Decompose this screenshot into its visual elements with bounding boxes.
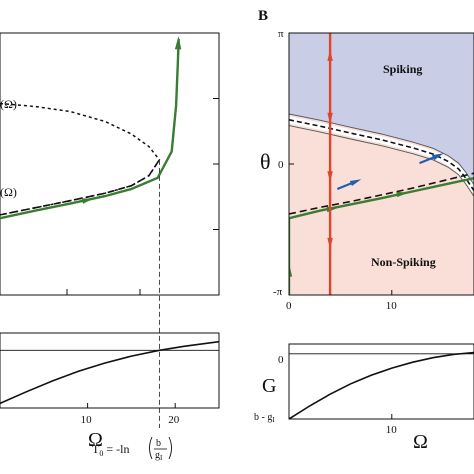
- green-arrow-vertical: [289, 263, 293, 277]
- panel-a-green-arrow-mid: [81, 198, 94, 204]
- panel-a-bottom-xticks: 10 20: [81, 403, 180, 426]
- panel-b-label: B: [258, 8, 268, 24]
- panel-b-bottom-plot: 10 0 b - gI G Ω: [254, 343, 474, 453]
- panel-b-ytick-zero-g: 0: [278, 354, 284, 366]
- panel-b-top-xticks: 0 10: [286, 290, 397, 312]
- spiking-region-label: Spiking: [383, 62, 422, 76]
- t0-equals: = -ln: [103, 442, 129, 456]
- red-arrow-0: [327, 49, 333, 61]
- panel-b-bottom-xtick-label-10: 10: [386, 424, 398, 436]
- panel-b-top-plot: π 0 -π θ 0 10 Spiking Non-Spiking: [260, 28, 474, 312]
- panel-a-top-ticks: [66, 98, 219, 295]
- panel-b-xtick-label-0: 0: [286, 300, 292, 312]
- panel-b-top-yticks: [289, 32, 294, 296]
- panel-b-ytick-minus-pi: -π: [273, 286, 283, 298]
- lower-branch-label: (Ω): [0, 185, 17, 199]
- panel-b-y-label: θ: [260, 149, 271, 174]
- separatrix-lower-edge: [289, 125, 474, 197]
- t0-paren-left: [149, 436, 153, 460]
- panel-b-ytick-pi: π: [278, 28, 284, 40]
- separatrix-upper-edge: [289, 113, 474, 186]
- panel-a-xtick-label-10: 10: [81, 414, 93, 426]
- blue-arrow-head-1: [432, 153, 444, 161]
- svg-text:b - gI: b - gI: [254, 412, 275, 424]
- panel-a-green-arrow-top: [174, 36, 182, 50]
- t0-prefix: T: [92, 442, 100, 456]
- panel-a-xtick-label-20: 20: [168, 414, 180, 426]
- red-arrow-3: [327, 237, 333, 250]
- spiking-region: [289, 33, 474, 185]
- t0-subscript: 0: [99, 449, 103, 458]
- upper-branch-label: (Ω): [0, 97, 17, 111]
- t0-denominator-sub: I: [160, 454, 163, 462]
- panel-a-top-frame: [0, 32, 220, 296]
- panel-b-xtick-label-10: 10: [386, 300, 398, 312]
- panel-b-bottom-curve: [289, 351, 474, 419]
- panel-b-ytick-low-sub: I: [272, 416, 275, 424]
- stable-branch-dashed: [289, 172, 474, 215]
- panel-a-bottom-frame: [0, 332, 220, 409]
- red-arrow-1: [327, 112, 333, 125]
- panel-a-bottom-curve: [0, 340, 219, 405]
- panel-a-series-dashed: [0, 159, 161, 216]
- panel-a-bottom-plot: 10 20 Ω T0 = -ln b gI: [0, 332, 220, 462]
- t0-numerator: b: [156, 438, 161, 449]
- panel-b-ytick-low: b - g: [254, 412, 272, 423]
- t0-denominator: g: [155, 450, 160, 461]
- panel-b-ytick-zero: 0: [278, 159, 284, 171]
- panel-a-top-plot: (Ω) (Ω): [0, 32, 220, 296]
- svg-text:gI: gI: [155, 450, 163, 462]
- svg-text:T0 = -ln: T0 = -ln: [92, 442, 129, 458]
- panel-b-bottom-frame: [288, 343, 474, 420]
- panel-a-series-solid-green: [0, 38, 180, 220]
- t0-paren-right: [168, 436, 172, 460]
- red-arrow-2: [327, 171, 333, 183]
- blue-arrow-head-0: [349, 179, 362, 186]
- panel-a-x-label: Ω: [88, 429, 103, 451]
- nonspiking-region-label: Non-Spiking: [371, 255, 436, 269]
- panel-b-bottom-xticks: 10: [386, 414, 398, 436]
- panel-b-bottom-y-label: G: [262, 375, 276, 397]
- separatrix-dashed: [289, 119, 474, 192]
- green-trajectory: [289, 177, 474, 295]
- panel-b-x-label: Ω: [413, 431, 428, 453]
- green-arrow-2: [396, 191, 408, 198]
- t0-formula: T0 = -ln b gI: [92, 436, 172, 462]
